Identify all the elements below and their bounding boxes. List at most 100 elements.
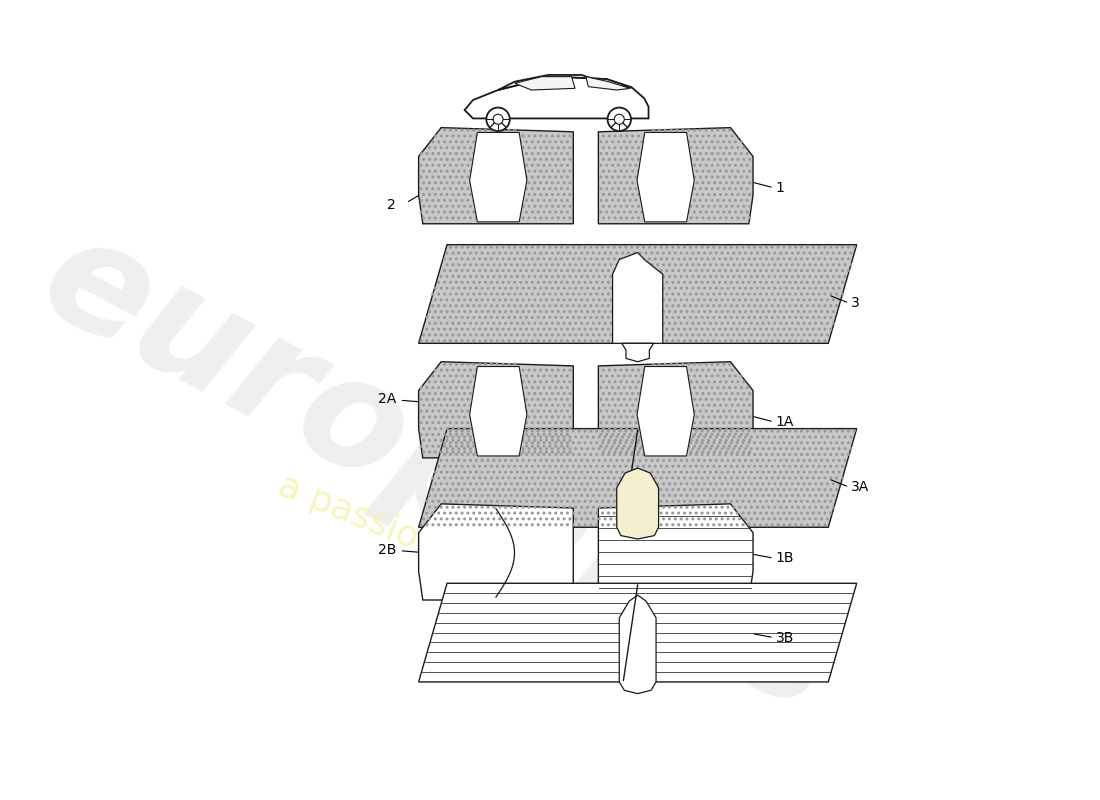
Circle shape: [543, 293, 544, 295]
Circle shape: [478, 466, 481, 467]
Circle shape: [750, 459, 752, 462]
Circle shape: [537, 340, 539, 342]
Circle shape: [600, 387, 602, 389]
Circle shape: [688, 434, 690, 435]
Circle shape: [674, 252, 676, 254]
Circle shape: [654, 328, 656, 330]
Circle shape: [438, 293, 440, 295]
Circle shape: [676, 434, 678, 435]
Circle shape: [620, 147, 622, 149]
Circle shape: [458, 252, 460, 254]
Circle shape: [581, 287, 583, 289]
Circle shape: [516, 471, 518, 473]
Circle shape: [464, 264, 465, 266]
Circle shape: [725, 340, 726, 342]
Circle shape: [713, 270, 715, 271]
Circle shape: [717, 410, 718, 412]
Circle shape: [537, 466, 539, 467]
Circle shape: [674, 483, 676, 485]
Circle shape: [651, 252, 652, 254]
Circle shape: [452, 287, 453, 289]
Circle shape: [561, 375, 562, 377]
Circle shape: [691, 370, 692, 371]
Circle shape: [697, 252, 700, 254]
Circle shape: [455, 446, 458, 447]
Circle shape: [625, 258, 627, 260]
Circle shape: [470, 436, 471, 438]
Circle shape: [499, 451, 501, 453]
Circle shape: [450, 489, 451, 490]
Circle shape: [619, 454, 620, 455]
Circle shape: [748, 466, 750, 467]
Circle shape: [701, 442, 703, 444]
Circle shape: [607, 328, 609, 330]
Circle shape: [624, 398, 625, 400]
Circle shape: [478, 375, 481, 377]
Circle shape: [426, 199, 428, 202]
Circle shape: [475, 404, 477, 406]
Circle shape: [487, 206, 488, 207]
Circle shape: [688, 422, 690, 423]
Circle shape: [447, 459, 448, 462]
Circle shape: [468, 422, 469, 423]
Circle shape: [732, 170, 733, 172]
Circle shape: [727, 287, 729, 289]
Circle shape: [713, 524, 715, 526]
Circle shape: [558, 448, 559, 450]
Circle shape: [458, 310, 460, 312]
Circle shape: [617, 165, 619, 166]
Circle shape: [526, 340, 527, 342]
Circle shape: [710, 276, 712, 278]
Circle shape: [713, 442, 715, 444]
Circle shape: [447, 428, 448, 430]
Circle shape: [667, 428, 669, 430]
Circle shape: [750, 494, 752, 496]
Circle shape: [646, 276, 647, 278]
Circle shape: [785, 322, 788, 324]
Circle shape: [593, 506, 594, 508]
Circle shape: [438, 410, 440, 412]
Circle shape: [569, 483, 571, 485]
Circle shape: [520, 153, 521, 154]
Circle shape: [628, 518, 629, 520]
Circle shape: [733, 448, 735, 450]
Circle shape: [458, 370, 460, 371]
Circle shape: [440, 404, 442, 406]
Circle shape: [785, 448, 788, 450]
Circle shape: [638, 416, 639, 418]
Circle shape: [510, 518, 513, 520]
Circle shape: [736, 340, 738, 342]
Circle shape: [789, 512, 791, 514]
Circle shape: [762, 299, 763, 301]
Circle shape: [639, 448, 641, 450]
Circle shape: [508, 454, 509, 455]
Circle shape: [785, 494, 788, 496]
Circle shape: [522, 459, 524, 462]
Circle shape: [629, 422, 631, 423]
Circle shape: [516, 416, 518, 418]
Circle shape: [579, 270, 580, 271]
Circle shape: [602, 512, 604, 514]
Circle shape: [712, 153, 713, 154]
Circle shape: [762, 287, 763, 289]
Circle shape: [485, 430, 486, 432]
Circle shape: [596, 258, 597, 260]
Circle shape: [516, 428, 518, 430]
Circle shape: [792, 436, 793, 438]
Polygon shape: [621, 343, 653, 362]
Circle shape: [572, 282, 574, 283]
Circle shape: [440, 518, 442, 520]
Circle shape: [505, 170, 506, 172]
Circle shape: [534, 158, 536, 160]
Circle shape: [563, 436, 565, 438]
Circle shape: [768, 518, 770, 520]
Polygon shape: [498, 75, 631, 90]
Circle shape: [558, 518, 559, 520]
Circle shape: [434, 158, 437, 160]
Circle shape: [470, 404, 471, 406]
Circle shape: [638, 451, 639, 453]
Circle shape: [534, 322, 536, 324]
Circle shape: [549, 446, 551, 447]
Circle shape: [420, 410, 422, 412]
Circle shape: [508, 141, 509, 142]
